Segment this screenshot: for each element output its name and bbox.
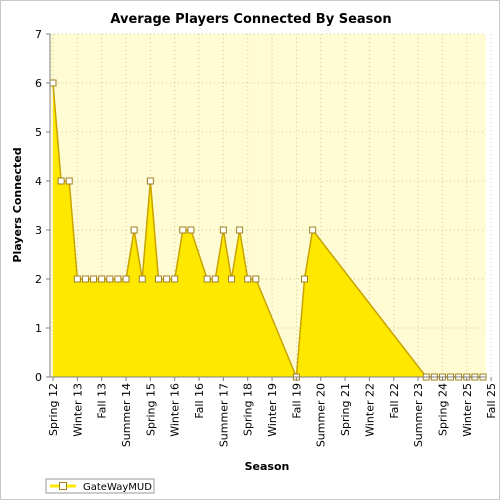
legend: GateWayMUD	[45, 478, 155, 494]
data-point	[211, 275, 219, 283]
x-tick-label: Fall 19	[290, 383, 303, 419]
x-tick-label: Fall 16	[193, 383, 206, 419]
data-point	[106, 275, 114, 283]
data-point	[122, 275, 130, 283]
data-point	[236, 226, 244, 234]
y-tick-label: 2	[35, 273, 42, 286]
x-tick-label: Summer 20	[315, 383, 328, 447]
data-point	[65, 177, 73, 185]
data-point	[130, 226, 138, 234]
x-tick-label: Winter 16	[169, 383, 182, 437]
legend-label-gatewaymud: GateWayMUD	[83, 482, 152, 493]
data-point	[114, 275, 122, 283]
x-tick-label: Fall 22	[388, 383, 401, 419]
data-point	[244, 275, 252, 283]
data-point	[309, 226, 317, 234]
data-point	[219, 226, 227, 234]
x-tick-label: Summer 23	[412, 383, 425, 447]
data-point	[57, 177, 65, 185]
x-tick-label: Spring 21	[339, 383, 352, 436]
data-point	[252, 275, 260, 283]
y-tick-label: 0	[35, 371, 42, 384]
x-tick-label: Fall 25	[485, 383, 498, 419]
x-tick-label: Spring 18	[242, 383, 255, 436]
data-point	[146, 177, 154, 185]
data-point	[49, 79, 57, 87]
x-tick-label: Winter 19	[266, 383, 279, 437]
x-axis-label: Season	[245, 460, 290, 473]
y-axis-label: Players Connected	[11, 147, 24, 262]
data-point	[227, 275, 235, 283]
data-point	[187, 226, 195, 234]
y-tick-label: 1	[35, 322, 42, 335]
data-point	[179, 226, 187, 234]
data-point	[163, 275, 171, 283]
x-tick-label: Spring 24	[436, 383, 449, 436]
plot-area: 0 1 2 3 4 5 6 7 Spring 12 Winter 13 Fall 13 Summer …	[35, 28, 498, 447]
legend-swatch-marker	[59, 482, 67, 490]
x-tick-label: Spring 12	[47, 383, 60, 436]
x-tick-label: Winter 25	[461, 383, 474, 437]
data-point	[81, 275, 89, 283]
x-tick-label: Spring 15	[144, 383, 157, 436]
x-tick-label: Fall 13	[96, 383, 109, 419]
data-point	[98, 275, 106, 283]
legend-box	[45, 478, 155, 494]
x-tick-label: Summer 17	[217, 383, 230, 447]
data-point	[203, 275, 211, 283]
data-point	[138, 275, 146, 283]
y-tick-label: 6	[35, 77, 42, 90]
y-tick-label: 5	[35, 126, 42, 139]
y-tick-label: 3	[35, 224, 42, 237]
x-tick-label: Summer 14	[120, 383, 133, 447]
chart-title: Average Players Connected By Season	[110, 12, 391, 27]
data-point	[171, 275, 179, 283]
x-tick-label: Winter 13	[71, 383, 84, 437]
series-area-gatewaymud	[53, 83, 483, 377]
y-tick-label: 4	[35, 175, 42, 188]
data-point	[154, 275, 162, 283]
data-point	[90, 275, 98, 283]
x-tick-label: Winter 22	[363, 383, 376, 437]
data-point	[73, 275, 81, 283]
data-point	[301, 275, 309, 283]
y-tick-label: 7	[35, 28, 42, 41]
